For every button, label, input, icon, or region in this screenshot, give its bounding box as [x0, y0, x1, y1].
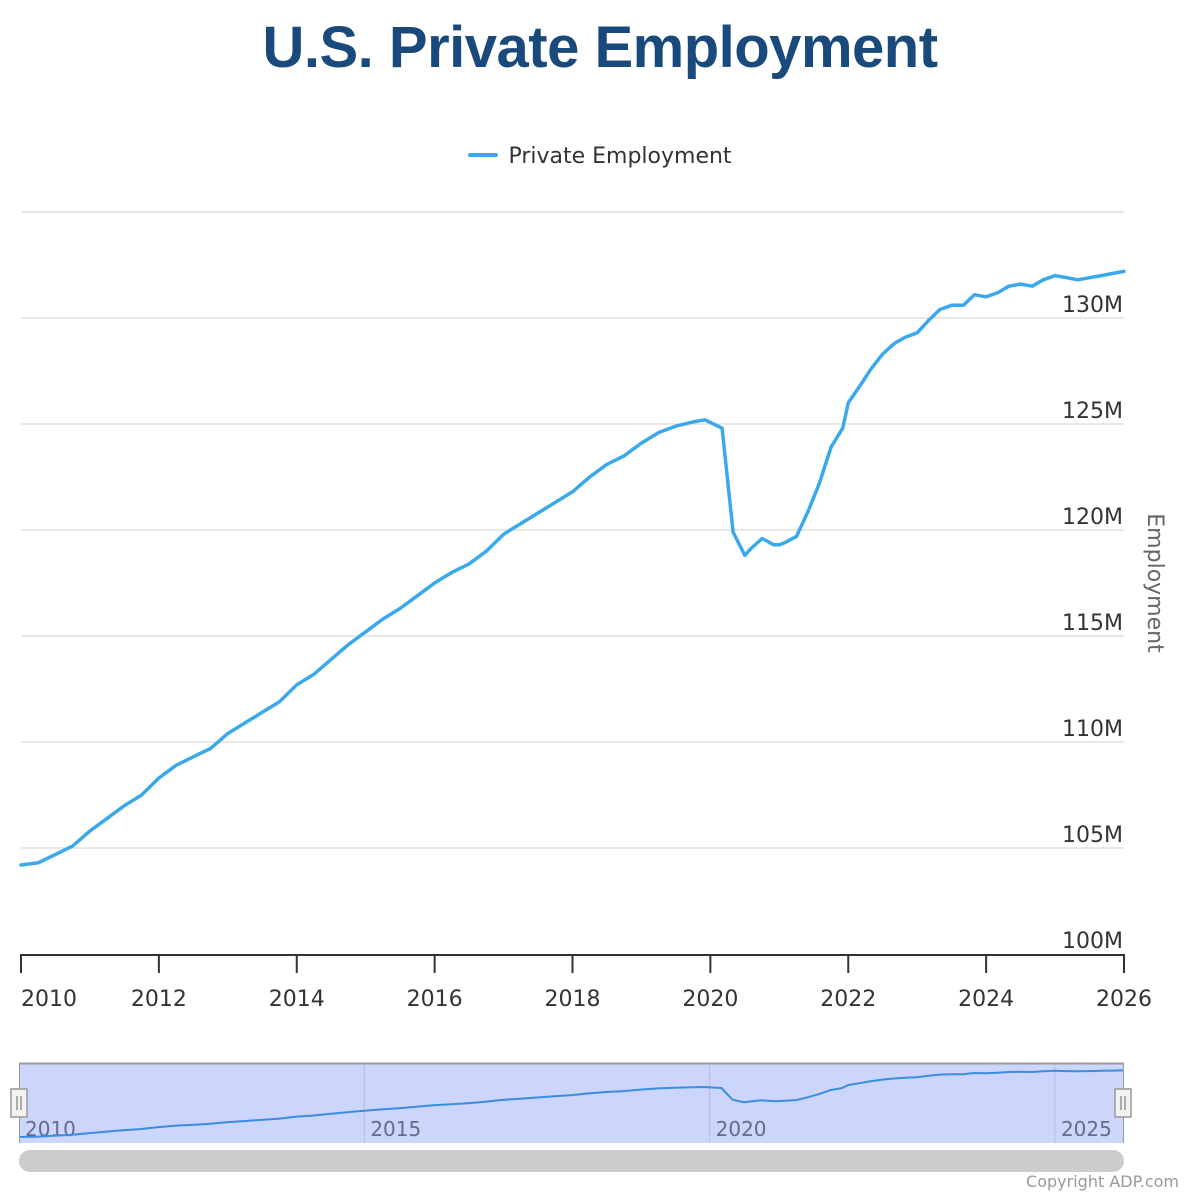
x-tick-label: 2012 — [131, 987, 187, 1012]
y-tick-label: 115M — [1062, 611, 1123, 636]
x-tick-label: 2020 — [682, 987, 738, 1012]
legend-label: Private Employment — [508, 144, 732, 169]
navigator-tick-label: 2015 — [370, 1117, 421, 1141]
x-tick-label: 2014 — [269, 987, 325, 1012]
x-tick-label: 2018 — [545, 987, 601, 1012]
x-tick-label: 2010 — [21, 987, 77, 1012]
y-tick-label: 100M — [1062, 929, 1123, 954]
y-axis-title: Employment — [1142, 513, 1167, 653]
navigator-handle-left[interactable] — [10, 1088, 28, 1118]
chart-title: U.S. Private Employment — [262, 15, 938, 80]
legend-item-private-employment[interactable]: Private Employment — [468, 144, 732, 169]
series-line-private-employment — [19, 269, 1126, 867]
y-tick-label: 105M — [1062, 823, 1123, 848]
y-tick-label: 130M — [1062, 293, 1123, 318]
horizontal-scrollbar[interactable] — [19, 1150, 1124, 1172]
legend: Private Employment — [0, 144, 1200, 169]
navigator-gridlines: 2010 2015 2020 2025 — [25, 1064, 1112, 1143]
gridlines — [21, 211, 1124, 849]
y-tick-label: 110M — [1062, 717, 1123, 742]
x-axis: 2010 2012 2014 2016 2018 2020 2022 2024 2026 — [20, 954, 1152, 1012]
y-tick-label: 120M — [1062, 505, 1123, 530]
y-axis-labels: 100M 105M 110M 115M 120M 125M 130M — [1062, 293, 1123, 954]
navigator: 2010 2015 2020 2025 — [10, 1062, 1132, 1143]
x-tick-label: 2024 — [958, 987, 1014, 1012]
y-tick-label: 125M — [1062, 399, 1123, 424]
navigator-series-line — [18, 1069, 1125, 1138]
navigator-handle-right[interactable] — [1114, 1088, 1132, 1118]
navigator-selection[interactable] — [19, 1064, 1124, 1143]
legend-line-icon — [468, 153, 499, 157]
x-tick-label: 2022 — [820, 987, 876, 1012]
copyright-credit[interactable]: Copyright ADP.com — [1026, 1172, 1179, 1191]
navigator-tick-label: 2025 — [1061, 1117, 1112, 1141]
x-tick-label: 2026 — [1096, 987, 1152, 1012]
x-tick-label: 2016 — [407, 987, 463, 1012]
navigator-tick-label: 2020 — [716, 1117, 767, 1141]
navigator-tick-label: 2010 — [25, 1117, 76, 1141]
